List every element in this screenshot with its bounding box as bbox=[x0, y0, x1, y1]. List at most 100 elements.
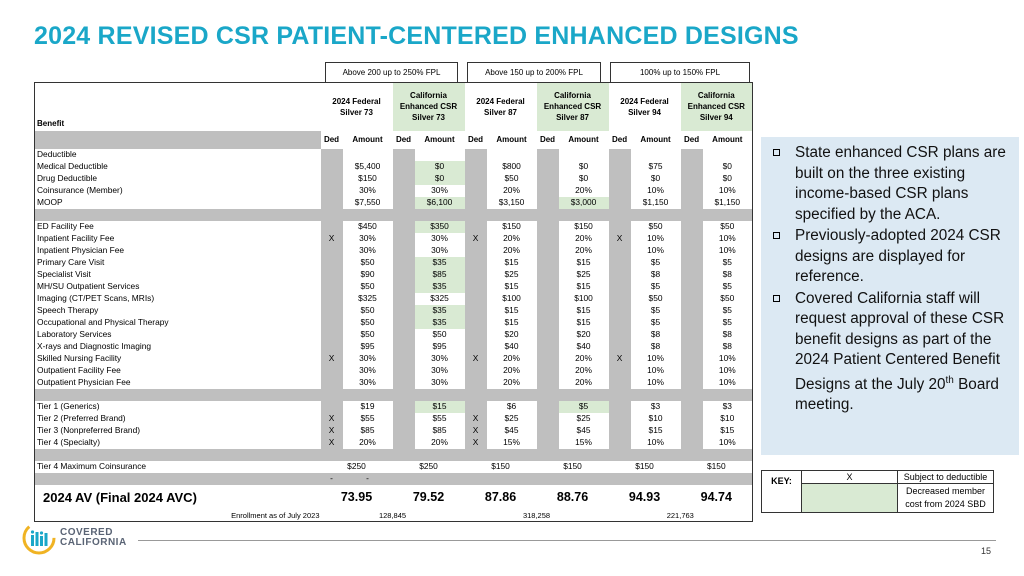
amount-cell: 10% bbox=[718, 365, 736, 375]
logo-wordmark: COVERED CALIFORNIA bbox=[60, 528, 127, 548]
ded-cell bbox=[536, 292, 559, 305]
amount-cell: $15 bbox=[504, 305, 519, 315]
amount-cell: $150 bbox=[358, 173, 377, 183]
enrollment-value: 221,763 bbox=[666, 510, 694, 520]
separator-cell bbox=[392, 472, 415, 485]
separator-cell bbox=[342, 448, 393, 461]
amount-cell: $95 bbox=[360, 341, 375, 351]
ded-cell bbox=[536, 412, 559, 425]
amount-cell: $85 bbox=[414, 268, 465, 281]
amount-cell: 20% bbox=[503, 185, 520, 195]
benefit-row: Outpatient Physician Fee 30% 30% 20% 20% 10% 1… bbox=[35, 376, 753, 389]
ded-cell bbox=[320, 316, 343, 329]
separator-cell bbox=[320, 388, 343, 401]
separator-cell bbox=[702, 472, 753, 485]
ded-cell bbox=[608, 172, 631, 185]
sub-header-row: Ded Amount Ded Amount Ded Amount Ded Amount Ded A… bbox=[34, 130, 753, 149]
benefit-label: Coinsurance (Member) bbox=[37, 185, 123, 195]
benefit-label: MOOP bbox=[37, 197, 63, 207]
plan-header-row: Benefit 2024 Federal Silver 73 California … bbox=[35, 82, 753, 131]
ded-cell bbox=[536, 364, 559, 377]
sub-header-blank bbox=[34, 130, 321, 149]
amount-cell: $75 bbox=[648, 161, 663, 171]
note-item: Previously-adopted 2024 CSR designs are … bbox=[767, 226, 1013, 288]
separator-cell bbox=[702, 448, 753, 461]
amount-cell: 20% bbox=[503, 377, 520, 387]
amount-cell: $20 bbox=[576, 329, 591, 339]
ded-cell bbox=[536, 268, 559, 281]
notes-panel: State enhanced CSR plans are built on th… bbox=[761, 137, 1019, 455]
separator-cell bbox=[414, 208, 465, 221]
benefit-row: Inpatient Physician Fee 30% 30% 20% 20% 10% 10… bbox=[35, 244, 753, 257]
amount-cell: 10% bbox=[647, 353, 664, 363]
ded-cell bbox=[464, 220, 487, 233]
separator-cell bbox=[342, 208, 393, 221]
ded-cell bbox=[464, 292, 487, 305]
benefit-label: Tier 4 (Specialty) bbox=[37, 437, 100, 447]
ded-cell bbox=[464, 148, 487, 161]
ded-cell bbox=[608, 328, 631, 341]
sub-header: Ded bbox=[395, 135, 412, 144]
separator-cell bbox=[558, 472, 609, 485]
separator-cell bbox=[630, 388, 681, 401]
ded-cell bbox=[680, 304, 703, 317]
amount-cell: $20 bbox=[504, 329, 519, 339]
actuarial-value-row: 2024 AV (Final 2024 AVC) 73.95 79.52 87.86 8… bbox=[35, 485, 753, 510]
amount-cell: $3,150 bbox=[498, 197, 525, 207]
av-value: 79.52 bbox=[412, 489, 445, 504]
benefit-row: Primary Care Visit $50 $35 $15 $15 $5 $5 bbox=[35, 256, 753, 269]
ded-cell bbox=[680, 400, 703, 413]
amount-cell: 20% bbox=[575, 377, 592, 387]
av-value: 88.76 bbox=[556, 489, 589, 504]
separator-cell bbox=[608, 208, 631, 221]
ded-cell bbox=[392, 172, 415, 185]
amount-cell: 10% bbox=[718, 233, 736, 243]
ded-cell bbox=[608, 400, 631, 413]
benefit-label: Outpatient Physician Fee bbox=[37, 377, 131, 387]
amount-cell: $15 bbox=[504, 317, 519, 327]
ded-cell bbox=[320, 256, 343, 269]
separator-cell bbox=[464, 448, 487, 461]
ded-cell bbox=[320, 184, 343, 197]
amount-cell: 20% bbox=[503, 245, 520, 255]
ded-cell bbox=[464, 328, 487, 341]
ded-cell bbox=[608, 244, 631, 257]
plan-header: California Enhanced CSR Silver 87 bbox=[536, 82, 609, 131]
amount-cell: $450 bbox=[358, 221, 377, 231]
amount-cell: $50 bbox=[360, 317, 375, 327]
amount-cell: $15 bbox=[576, 281, 591, 291]
separator-cell bbox=[320, 208, 343, 221]
amount-cell: $325 bbox=[430, 293, 449, 303]
separator-cell bbox=[608, 448, 631, 461]
amount-cell bbox=[631, 149, 681, 161]
ded-cell bbox=[392, 316, 415, 329]
fpl-header-250: Above 200 up to 250% FPL bbox=[325, 62, 458, 83]
ded-cell bbox=[608, 292, 631, 305]
ded-cell bbox=[680, 244, 703, 257]
benefit-row: Outpatient Facility Fee 30% 30% 20% 20% 10% 10… bbox=[35, 364, 753, 377]
enrollment-row: Enrollment as of July 2023 128,845 318,258… bbox=[35, 510, 753, 522]
ded-cell bbox=[392, 244, 415, 257]
ded-cell: X bbox=[608, 352, 631, 365]
benefit-row: Imaging (CT/PET Scans, MRIs) $325 $325 $100… bbox=[35, 292, 753, 305]
ded-cell bbox=[608, 340, 631, 353]
ded-cell bbox=[320, 172, 343, 185]
amount-cell: 20% bbox=[431, 437, 448, 447]
amount-cell: 20% bbox=[575, 365, 592, 375]
ded-cell bbox=[536, 352, 559, 365]
amount-cell: 30% bbox=[359, 353, 376, 363]
ded-cell bbox=[608, 304, 631, 317]
amount-cell: $325 bbox=[358, 293, 377, 303]
amount-cell: 10% bbox=[647, 365, 664, 375]
amount-cell: $0 bbox=[578, 173, 589, 183]
ded-cell bbox=[464, 280, 487, 293]
sub-header: Ded bbox=[683, 135, 700, 144]
amount-cell: $55 bbox=[432, 413, 447, 423]
separator-cell bbox=[608, 472, 631, 485]
amount-cell: $5 bbox=[722, 257, 732, 267]
amount-cell: $5 bbox=[650, 305, 661, 315]
amount-cell: $25 bbox=[576, 269, 591, 279]
ded-cell bbox=[608, 268, 631, 281]
ded-cell: X bbox=[320, 352, 343, 365]
amount-cell: $0 bbox=[650, 173, 661, 183]
